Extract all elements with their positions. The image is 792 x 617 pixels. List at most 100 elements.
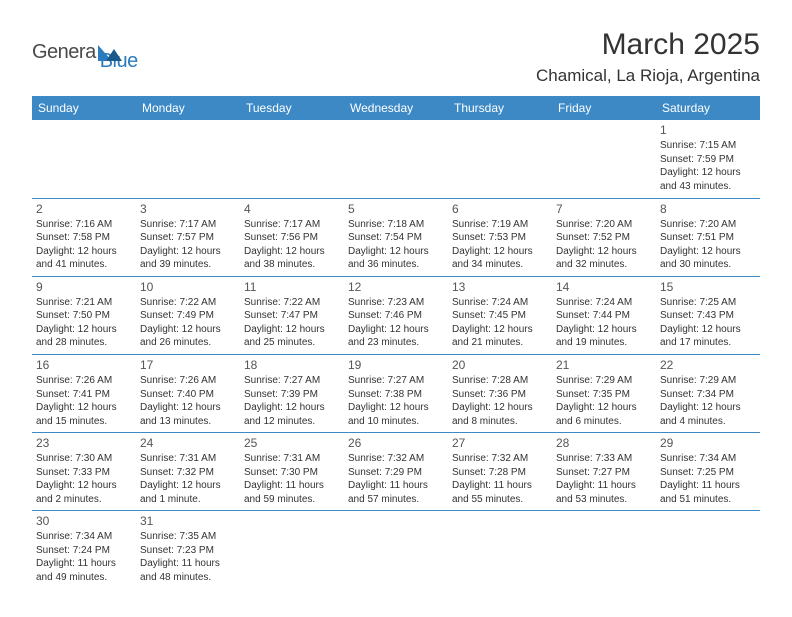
daylight-text: Daylight: 12 hours [244, 245, 340, 259]
sunrise-text: Sunrise: 7:27 AM [348, 374, 444, 388]
calendar-week-row: 23Sunrise: 7:30 AMSunset: 7:33 PMDayligh… [32, 433, 760, 511]
calendar-day-cell: 28Sunrise: 7:33 AMSunset: 7:27 PMDayligh… [552, 433, 656, 511]
daylight-text: and 28 minutes. [36, 336, 132, 350]
daylight-text: and 1 minute. [140, 493, 236, 507]
day-number: 18 [244, 357, 340, 373]
sunset-text: Sunset: 7:33 PM [36, 466, 132, 480]
calendar-day-cell: 24Sunrise: 7:31 AMSunset: 7:32 PMDayligh… [136, 433, 240, 511]
daylight-text: and 23 minutes. [348, 336, 444, 350]
weekday-header: Saturday [656, 96, 760, 120]
weekday-header: Tuesday [240, 96, 344, 120]
daylight-text: and 12 minutes. [244, 415, 340, 429]
sunrise-text: Sunrise: 7:21 AM [36, 296, 132, 310]
calendar-day-cell [136, 120, 240, 198]
calendar-day-cell: 4Sunrise: 7:17 AMSunset: 7:56 PMDaylight… [240, 198, 344, 276]
daylight-text: Daylight: 12 hours [36, 479, 132, 493]
daylight-text: Daylight: 12 hours [556, 323, 652, 337]
daylight-text: and 32 minutes. [556, 258, 652, 272]
calendar-day-cell: 14Sunrise: 7:24 AMSunset: 7:44 PMDayligh… [552, 276, 656, 354]
day-number: 7 [556, 201, 652, 217]
weekday-header: Thursday [448, 96, 552, 120]
sunrise-text: Sunrise: 7:33 AM [556, 452, 652, 466]
calendar-day-cell: 7Sunrise: 7:20 AMSunset: 7:52 PMDaylight… [552, 198, 656, 276]
daylight-text: Daylight: 12 hours [660, 245, 756, 259]
day-number: 30 [36, 513, 132, 529]
daylight-text: Daylight: 12 hours [660, 401, 756, 415]
daylight-text: Daylight: 11 hours [244, 479, 340, 493]
calendar-day-cell: 30Sunrise: 7:34 AMSunset: 7:24 PMDayligh… [32, 511, 136, 589]
daylight-text: and 8 minutes. [452, 415, 548, 429]
day-number: 4 [244, 201, 340, 217]
logo-mark-icon [96, 43, 124, 63]
sunset-text: Sunset: 7:32 PM [140, 466, 236, 480]
calendar-day-cell: 13Sunrise: 7:24 AMSunset: 7:45 PMDayligh… [448, 276, 552, 354]
calendar-day-cell: 18Sunrise: 7:27 AMSunset: 7:39 PMDayligh… [240, 354, 344, 432]
daylight-text: and 25 minutes. [244, 336, 340, 350]
sunset-text: Sunset: 7:25 PM [660, 466, 756, 480]
sunset-text: Sunset: 7:28 PM [452, 466, 548, 480]
sunset-text: Sunset: 7:59 PM [660, 153, 756, 167]
day-number: 28 [556, 435, 652, 451]
day-number: 24 [140, 435, 236, 451]
daylight-text: and 13 minutes. [140, 415, 236, 429]
daylight-text: and 21 minutes. [452, 336, 548, 350]
daylight-text: Daylight: 12 hours [140, 401, 236, 415]
calendar-day-cell: 2Sunrise: 7:16 AMSunset: 7:58 PMDaylight… [32, 198, 136, 276]
sunset-text: Sunset: 7:58 PM [36, 231, 132, 245]
daylight-text: and 43 minutes. [660, 180, 756, 194]
sunset-text: Sunset: 7:41 PM [36, 388, 132, 402]
daylight-text: and 2 minutes. [36, 493, 132, 507]
calendar-day-cell: 27Sunrise: 7:32 AMSunset: 7:28 PMDayligh… [448, 433, 552, 511]
sunrise-text: Sunrise: 7:26 AM [140, 374, 236, 388]
day-number: 15 [660, 279, 756, 295]
month-title: March 2025 [536, 28, 760, 62]
sunrise-text: Sunrise: 7:25 AM [660, 296, 756, 310]
daylight-text: Daylight: 12 hours [348, 245, 444, 259]
sunrise-text: Sunrise: 7:18 AM [348, 218, 444, 232]
daylight-text: and 4 minutes. [660, 415, 756, 429]
weekday-header: Friday [552, 96, 656, 120]
sunrise-text: Sunrise: 7:28 AM [452, 374, 548, 388]
calendar-day-cell [552, 511, 656, 589]
daylight-text: Daylight: 11 hours [140, 557, 236, 571]
daylight-text: Daylight: 12 hours [244, 401, 340, 415]
daylight-text: Daylight: 12 hours [36, 245, 132, 259]
calendar-day-cell: 6Sunrise: 7:19 AMSunset: 7:53 PMDaylight… [448, 198, 552, 276]
sunset-text: Sunset: 7:47 PM [244, 309, 340, 323]
calendar-day-cell: 12Sunrise: 7:23 AMSunset: 7:46 PMDayligh… [344, 276, 448, 354]
calendar-day-cell: 31Sunrise: 7:35 AMSunset: 7:23 PMDayligh… [136, 511, 240, 589]
sunset-text: Sunset: 7:51 PM [660, 231, 756, 245]
sunrise-text: Sunrise: 7:27 AM [244, 374, 340, 388]
sunset-text: Sunset: 7:56 PM [244, 231, 340, 245]
daylight-text: Daylight: 12 hours [452, 323, 548, 337]
sunset-text: Sunset: 7:29 PM [348, 466, 444, 480]
sunset-text: Sunset: 7:30 PM [244, 466, 340, 480]
sunrise-text: Sunrise: 7:29 AM [556, 374, 652, 388]
logo: Genera Blue [32, 28, 138, 73]
daylight-text: and 38 minutes. [244, 258, 340, 272]
daylight-text: and 26 minutes. [140, 336, 236, 350]
calendar-day-cell: 15Sunrise: 7:25 AMSunset: 7:43 PMDayligh… [656, 276, 760, 354]
sunset-text: Sunset: 7:40 PM [140, 388, 236, 402]
day-number: 8 [660, 201, 756, 217]
sunset-text: Sunset: 7:49 PM [140, 309, 236, 323]
day-number: 2 [36, 201, 132, 217]
daylight-text: and 48 minutes. [140, 571, 236, 585]
sunset-text: Sunset: 7:46 PM [348, 309, 444, 323]
sunrise-text: Sunrise: 7:26 AM [36, 374, 132, 388]
calendar-day-cell: 25Sunrise: 7:31 AMSunset: 7:30 PMDayligh… [240, 433, 344, 511]
calendar-week-row: 9Sunrise: 7:21 AMSunset: 7:50 PMDaylight… [32, 276, 760, 354]
day-number: 3 [140, 201, 236, 217]
daylight-text: Daylight: 12 hours [452, 401, 548, 415]
sunset-text: Sunset: 7:23 PM [140, 544, 236, 558]
sunrise-text: Sunrise: 7:34 AM [660, 452, 756, 466]
calendar-day-cell: 26Sunrise: 7:32 AMSunset: 7:29 PMDayligh… [344, 433, 448, 511]
daylight-text: and 51 minutes. [660, 493, 756, 507]
weekday-header: Monday [136, 96, 240, 120]
calendar-day-cell [344, 511, 448, 589]
sunset-text: Sunset: 7:52 PM [556, 231, 652, 245]
sunrise-text: Sunrise: 7:22 AM [244, 296, 340, 310]
daylight-text: Daylight: 12 hours [140, 479, 236, 493]
daylight-text: and 53 minutes. [556, 493, 652, 507]
calendar-week-row: 30Sunrise: 7:34 AMSunset: 7:24 PMDayligh… [32, 511, 760, 589]
